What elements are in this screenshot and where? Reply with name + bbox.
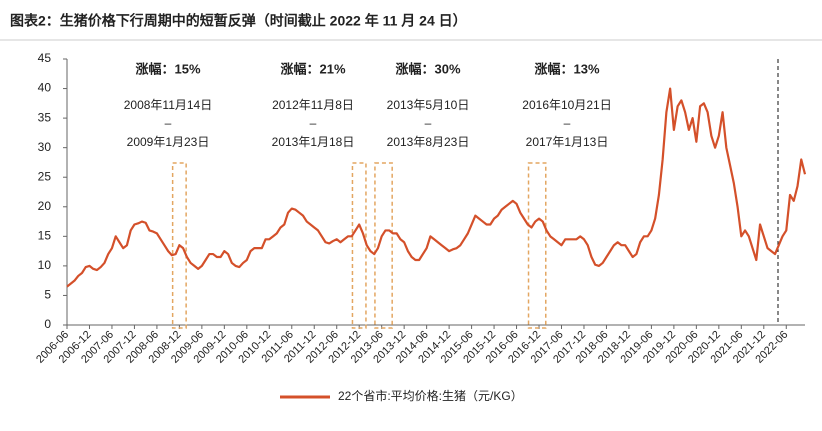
annotation-separator: – (165, 116, 172, 130)
highlight-box (527, 162, 547, 329)
annotation-gain: 涨幅：15% (134, 61, 200, 76)
y-tick-label: 45 (38, 51, 52, 65)
y-tick-label: 0 (44, 317, 51, 331)
y-tick-label: 20 (38, 199, 52, 213)
annotation-gain: 涨幅：13% (533, 61, 599, 76)
annotation-gain: 涨幅：30% (394, 61, 460, 76)
annotation-start: 2013年5月10日 (387, 98, 470, 112)
annotation-end: 2013年8月23日 (387, 135, 470, 149)
legend-label: 22个省市:平均价格:生猪（元/KG） (338, 388, 523, 403)
annotation-start: 2012年11月8日 (272, 98, 354, 112)
y-tick-label: 25 (38, 169, 52, 183)
y-tick-label: 30 (38, 140, 52, 154)
annotation-end: 2013年1月18日 (272, 135, 355, 149)
highlight-box (374, 162, 393, 329)
annotation-gain: 涨幅：21% (279, 61, 345, 76)
y-tick-label: 35 (38, 110, 52, 124)
y-tick-label: 40 (38, 81, 52, 95)
annotation-end: 2009年1月23日 (127, 135, 210, 149)
price-line (66, 87, 807, 288)
annotation-end: 2017年1月13日 (526, 135, 609, 149)
chart-title: 图表2：生猪价格下行周期中的短暂反弹（时间截止 2022 年 11 月 24 日… (10, 13, 467, 29)
annotation-separator: – (564, 116, 571, 130)
y-tick-label: 15 (38, 229, 52, 243)
annotation-separator: – (310, 116, 317, 130)
y-tick-label: 10 (38, 258, 52, 272)
highlight-box (171, 162, 187, 329)
y-tick-label: 5 (44, 288, 51, 302)
annotation-separator: – (425, 116, 432, 130)
highlight-box (351, 162, 367, 329)
annotation-start: 2016年10月21日 (522, 98, 611, 112)
annotation-start: 2008年11月14日 (124, 98, 213, 112)
